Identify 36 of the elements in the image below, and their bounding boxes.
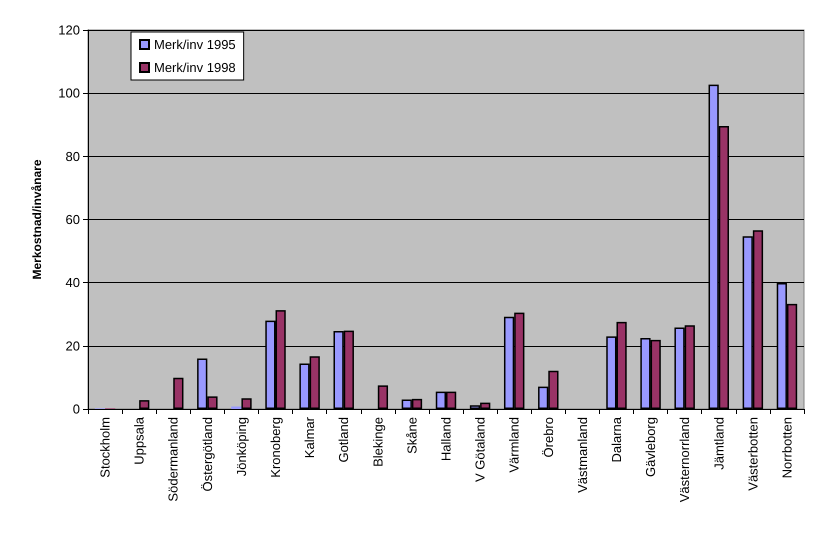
legend-label: Merk/inv 1995 <box>154 37 236 52</box>
y-axis-title: Merkostnad/invånare <box>30 159 44 280</box>
x-tick-label: Södermanland <box>166 417 181 502</box>
x-tick-label: Jämtland <box>711 417 726 470</box>
y-tick-label: 20 <box>66 338 80 354</box>
y-tick-label: 40 <box>66 275 80 290</box>
x-tick-label: Gävleborg <box>643 417 658 477</box>
y-tick-label: 80 <box>66 148 80 164</box>
x-tick-label: Stockholm <box>98 417 113 478</box>
x-tick-label: Uppsala <box>132 416 147 465</box>
bar <box>139 400 150 409</box>
y-tick-label: 100 <box>58 86 80 101</box>
y-tick-label: 60 <box>66 212 80 227</box>
x-tick-label: Västerbotten <box>745 417 760 491</box>
x-tick-label: Värmland <box>506 417 522 473</box>
x-tick-label: Blekinge <box>370 417 386 467</box>
x-tick-label: Norrbotten <box>779 417 794 478</box>
x-tick-label: Halland <box>438 417 454 462</box>
x-tick-label: Skåne <box>404 417 420 454</box>
x-tick-label: Kalmar <box>302 416 318 458</box>
x-tick-label: Jönköping <box>234 417 249 476</box>
x-tick-label: Kronoberg <box>268 417 284 478</box>
bar <box>173 378 184 409</box>
bar <box>241 398 252 409</box>
y-tick-label: 0 <box>72 402 80 416</box>
x-tick-label: Örebro <box>540 417 556 458</box>
x-tick-label: Dalarna <box>608 416 624 463</box>
x-tick-label: V Götaland <box>472 417 488 482</box>
x-tick-label: Östergötland <box>200 417 215 492</box>
legend-label: Merk/inv 1998 <box>154 60 236 75</box>
x-tick-label: Gotland <box>336 417 352 463</box>
y-tick-label: 120 <box>58 22 80 38</box>
x-tick-label: Västmanland <box>574 417 590 493</box>
bar <box>378 385 388 409</box>
x-tick-label: Västernorrland <box>677 417 692 502</box>
bar <box>231 406 242 409</box>
